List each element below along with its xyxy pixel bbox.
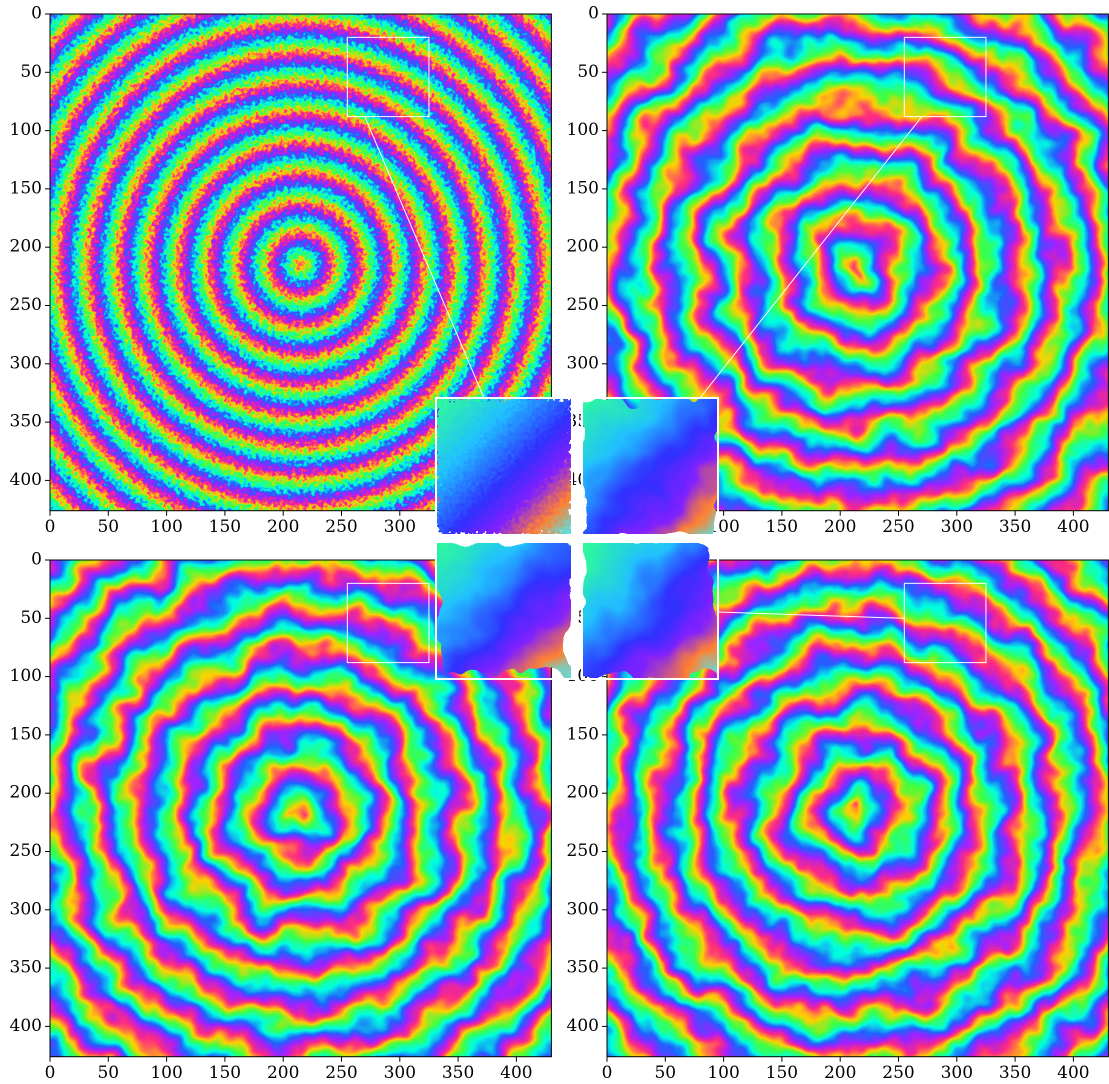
y-tick-label: 250 [567,841,599,861]
x-tick-label: 300 [941,1063,973,1083]
inset-border [581,541,719,680]
y-tick-label: 350 [567,958,599,978]
x-tick-label: 150 [766,517,798,537]
x-tick-label: 200 [824,517,856,537]
zoom-box [903,36,987,118]
y-tick-label: 200 [567,783,599,803]
y-tick-label: 300 [567,899,599,919]
x-tick-label: 0 [45,517,56,537]
x-tick-label: 50 [97,517,119,537]
x-tick-label: 50 [654,1063,676,1083]
x-tick-label: 300 [384,517,416,537]
inset-image [436,398,572,535]
axes-frame [606,13,1109,512]
x-tick-label: 100 [707,1063,739,1083]
x-tick-label: 300 [384,1063,416,1083]
x-tick-label: 400 [1057,1063,1089,1083]
x-tick-label: 0 [45,1063,56,1083]
y-tick-label: 50 [20,62,42,82]
x-tick-label: 350 [442,1063,474,1083]
y-tick-label: 50 [577,62,599,82]
x-tick-label: 100 [150,1063,182,1083]
x-tick-label: 400 [500,1063,532,1083]
x-tick-label: 300 [941,517,973,537]
x-tick-label: 0 [602,1063,613,1083]
y-tick-label: 250 [10,841,42,861]
x-tick-label: 250 [325,1063,357,1083]
y-tick-label: 200 [10,783,42,803]
y-tick-label: 100 [10,120,42,140]
inset-image [582,398,718,535]
y-tick-label: 400 [10,1016,42,1036]
y-tick-label: 150 [567,178,599,198]
y-tick-label: 300 [10,899,42,919]
x-tick-label: 400 [1057,517,1089,537]
y-tick-label: 300 [10,353,42,373]
y-tick-label: 250 [567,295,599,315]
x-tick-label: 150 [766,1063,798,1083]
x-tick-label: 250 [882,517,914,537]
y-tick-label: 400 [10,470,42,490]
x-tick-label: 350 [999,517,1031,537]
image [50,560,552,1057]
y-tick-label: 100 [10,666,42,686]
image [50,14,552,511]
y-tick-label: 150 [567,724,599,744]
y-tick-label: 0 [588,4,599,24]
y-tick-label: 400 [567,1016,599,1036]
axes-frame [606,559,1109,1058]
x-tick-label: 200 [824,1063,856,1083]
y-tick-label: 0 [31,4,42,24]
insets [364,116,923,680]
x-tick-label: 350 [999,1063,1031,1083]
y-tick-label: 250 [10,295,42,315]
x-tick-label: 50 [97,1063,119,1083]
zoom-box [903,582,987,664]
x-tick-label: 200 [267,517,299,537]
y-tick-label: 350 [10,958,42,978]
inset-image [582,542,718,679]
y-tick-label: 150 [10,724,42,744]
panel: 0 50 100 150 200 250 300 350 400 0 50 100 150 200 250 3… [10,4,552,537]
y-tick-label: 200 [567,237,599,257]
y-tick-label: 50 [20,608,42,628]
inset-border [435,541,573,680]
connector [717,611,905,619]
image [607,14,1109,511]
y-tick-label: 100 [567,120,599,140]
x-tick-label: 200 [267,1063,299,1083]
panel: 0501001502002503003504000501001502002503… [567,4,1109,537]
x-tick-label: 100 [150,517,182,537]
panel: 0 50 100 150 200 250 300 350 400 0 50 100 150 200 250 3… [10,550,552,1083]
y-tick-label: 150 [10,178,42,198]
inset-border [581,397,719,536]
axes-frame [49,559,552,1058]
y-tick-label: 350 [10,412,42,432]
x-tick-label: 250 [882,1063,914,1083]
inset-image [436,542,572,679]
x-tick-label: 250 [325,517,357,537]
zoom-box [346,36,430,118]
x-tick-label: 150 [209,1063,241,1083]
inset-border [435,397,573,536]
y-tick-label: 200 [10,237,42,257]
x-tick-label: 150 [209,517,241,537]
axes-frame [49,13,552,512]
zoom-box [346,582,430,664]
y-tick-label: 0 [31,550,42,570]
connector [364,116,485,399]
y-tick-label: 300 [567,353,599,373]
connector [699,116,923,399]
